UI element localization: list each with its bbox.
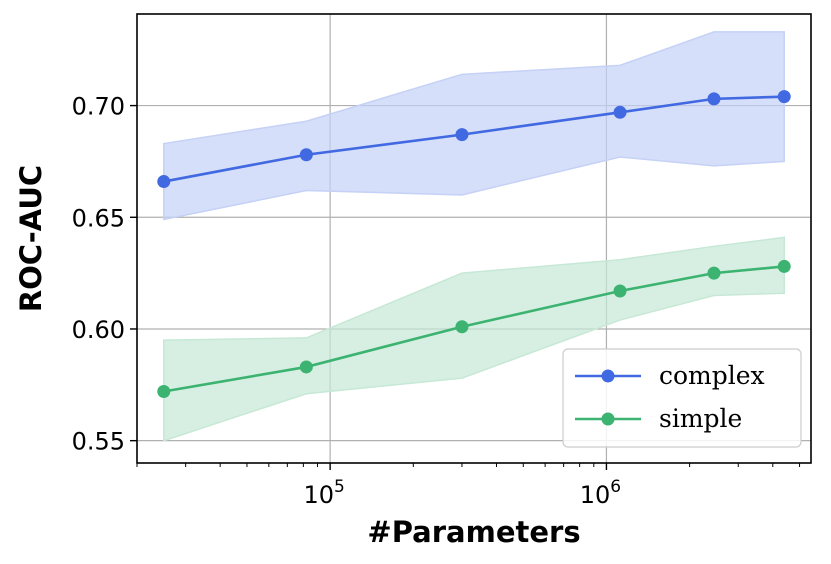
complex-point bbox=[613, 105, 627, 119]
legend-box bbox=[562, 348, 802, 448]
x-tick-exponent: 6 bbox=[610, 477, 621, 497]
x-tick-exponent: 5 bbox=[334, 477, 345, 497]
simple-point bbox=[299, 360, 313, 374]
y-tick-label: 0.60 bbox=[72, 316, 125, 344]
series-lines bbox=[163, 95, 785, 393]
complex-point bbox=[707, 92, 721, 106]
legend-label-simple: simple bbox=[659, 404, 742, 433]
simple-point bbox=[455, 320, 469, 334]
simple-line bbox=[163, 265, 785, 393]
y-tick-label: 0.70 bbox=[72, 93, 125, 121]
x-tick-label: 105 bbox=[303, 477, 344, 509]
x-tick-base: 10 bbox=[580, 481, 611, 509]
x-axis-label: #Parameters bbox=[367, 515, 580, 549]
series-points bbox=[157, 90, 791, 399]
plot-frame bbox=[136, 13, 812, 464]
legend-marker-simple bbox=[601, 412, 615, 426]
complex-band bbox=[163, 31, 785, 221]
y-tick-label: 0.65 bbox=[72, 204, 125, 232]
simple-point bbox=[157, 385, 171, 399]
x-tick-base: 10 bbox=[303, 481, 334, 509]
simple-point bbox=[613, 284, 627, 298]
complex-point bbox=[299, 148, 313, 162]
complex-point bbox=[777, 90, 791, 104]
y-tick-label: 0.55 bbox=[72, 428, 125, 456]
legend: complex simple bbox=[562, 348, 802, 448]
simple-point bbox=[707, 266, 721, 280]
legend-marker-complex bbox=[601, 369, 615, 383]
complex-point bbox=[455, 128, 469, 142]
x-tick-label: 106 bbox=[580, 477, 621, 509]
y-axis-label: ROC-AUC bbox=[14, 165, 48, 312]
legend-label-complex: complex bbox=[659, 361, 765, 390]
complex-line bbox=[163, 95, 785, 183]
simple-point bbox=[777, 259, 791, 273]
complex-point bbox=[157, 175, 171, 189]
